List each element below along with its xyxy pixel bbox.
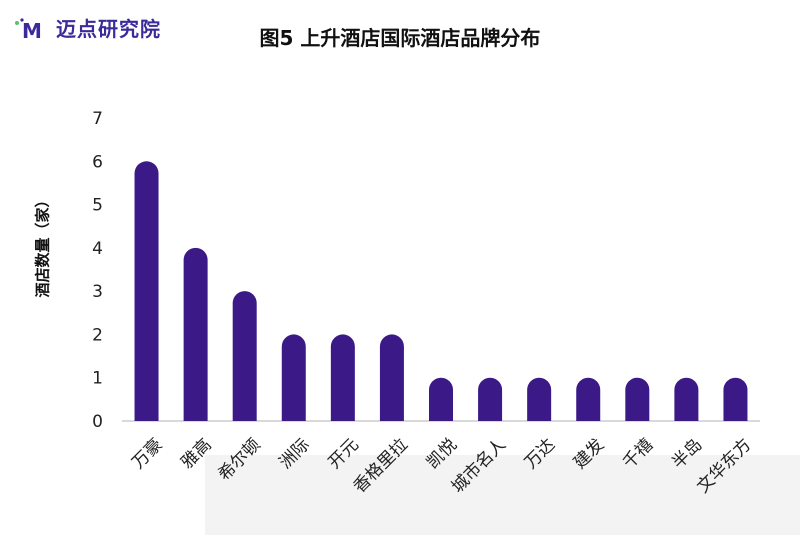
- brand-logo: M 迈点研究院: [14, 16, 161, 42]
- x-tick-label: 香格里拉: [350, 435, 412, 497]
- logo-mark-icon: M: [15, 18, 42, 42]
- logo-text: 迈点研究院: [56, 17, 161, 41]
- bar: [576, 377, 601, 421]
- x-tick-label: 万达: [521, 435, 559, 473]
- bar: [183, 247, 208, 421]
- x-tick-label: 万豪: [128, 434, 167, 473]
- bar: [429, 377, 453, 421]
- y-tick-label: 6: [92, 152, 103, 172]
- bar: [674, 377, 699, 421]
- x-tick-label: 凯悦: [423, 435, 461, 473]
- bar: [330, 334, 355, 421]
- x-tick-label: 半岛: [668, 435, 706, 473]
- bar: [625, 377, 650, 421]
- y-tick-label: 3: [92, 282, 103, 302]
- y-tick-label: 4: [92, 239, 103, 259]
- bar: [134, 161, 159, 421]
- bars: [134, 161, 748, 421]
- chart-title: 图5 上升酒店国际酒店品牌分布: [259, 26, 541, 50]
- y-tick-label: 7: [92, 109, 103, 129]
- x-tick-label: 文华东方: [693, 435, 755, 497]
- background-watermark-panel: [205, 455, 800, 535]
- x-tick-label: 希尔顿: [215, 435, 265, 485]
- y-tick-label: 1: [92, 369, 103, 389]
- bar: [723, 377, 748, 421]
- y-tick-label: 0: [92, 412, 103, 432]
- bar: [527, 377, 552, 421]
- bar: [281, 334, 306, 421]
- logo-mark-letter: M: [22, 19, 42, 42]
- x-tick-label: 千禧: [619, 435, 657, 473]
- y-tick-label: 5: [92, 196, 103, 216]
- bar: [232, 291, 257, 421]
- x-tick-label: 建发: [570, 435, 608, 473]
- x-tick-label: 开元: [325, 435, 363, 473]
- y-tick-label: 2: [92, 325, 103, 345]
- bar: [478, 377, 503, 421]
- x-tick-label: 洲际: [276, 435, 314, 473]
- x-tick-label: 雅高: [177, 435, 215, 473]
- y-axis-ticks: 0 1 2 3 4 5 6 7: [92, 109, 103, 432]
- x-tick-label: 城市名人: [448, 435, 510, 497]
- bar: [379, 334, 404, 421]
